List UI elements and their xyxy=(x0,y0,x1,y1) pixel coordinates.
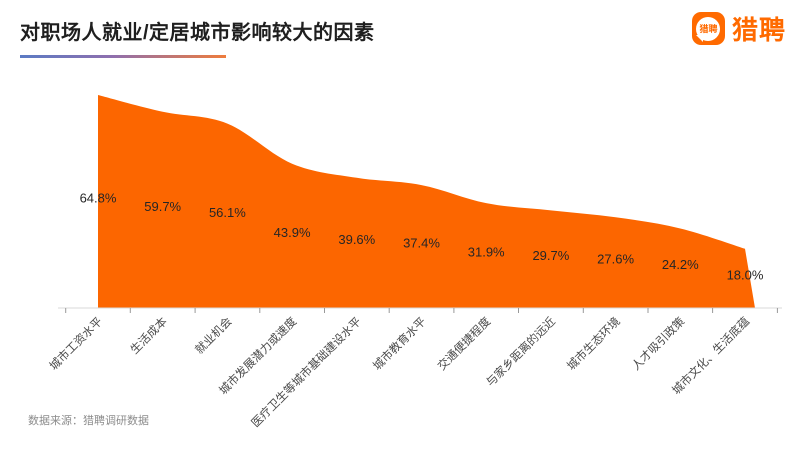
area-series xyxy=(98,95,755,308)
title-underline xyxy=(20,55,226,58)
value-label: 29.7% xyxy=(532,248,569,263)
speech-bubble-tail xyxy=(695,35,703,42)
value-label: 64.8% xyxy=(80,191,117,206)
liepin-logo-icon: 猎聘 xyxy=(691,12,725,45)
x-axis-label: 医疗卫生等城市基础建设水平 xyxy=(248,314,364,430)
value-label: 37.4% xyxy=(403,236,440,251)
value-label: 56.1% xyxy=(209,205,246,220)
x-axis-label: 城市工资水平 xyxy=(46,314,105,373)
x-axis-label: 与家乡距离的远近 xyxy=(483,314,558,389)
data-source-note: 数据来源：猎聘调研数据 xyxy=(28,415,149,427)
x-axis-label: 交通便捷程度 xyxy=(435,314,494,373)
liepin-logo: 猎聘 猎聘 xyxy=(691,10,786,47)
x-axis-label: 城市生态环境 xyxy=(564,314,623,373)
value-label: 59.7% xyxy=(144,199,181,214)
x-axis-label: 就业机会 xyxy=(192,314,235,357)
x-axis-label: 城市教育水平 xyxy=(370,314,429,373)
logo-icon-text: 猎聘 xyxy=(699,24,718,34)
page-title: 对职场人就业/定居城市影响较大的因素 xyxy=(20,22,375,44)
value-label: 27.6% xyxy=(597,252,634,267)
value-label: 43.9% xyxy=(274,225,311,240)
x-axis-label: 生活成本 xyxy=(127,314,170,357)
value-label: 39.6% xyxy=(338,232,375,247)
value-label: 18.0% xyxy=(727,267,764,282)
value-label: 31.9% xyxy=(468,245,505,260)
logo-wordmark: 猎聘 xyxy=(731,15,786,45)
x-axis-label: 人才吸引政策 xyxy=(629,314,688,373)
value-label: 24.2% xyxy=(662,257,699,272)
